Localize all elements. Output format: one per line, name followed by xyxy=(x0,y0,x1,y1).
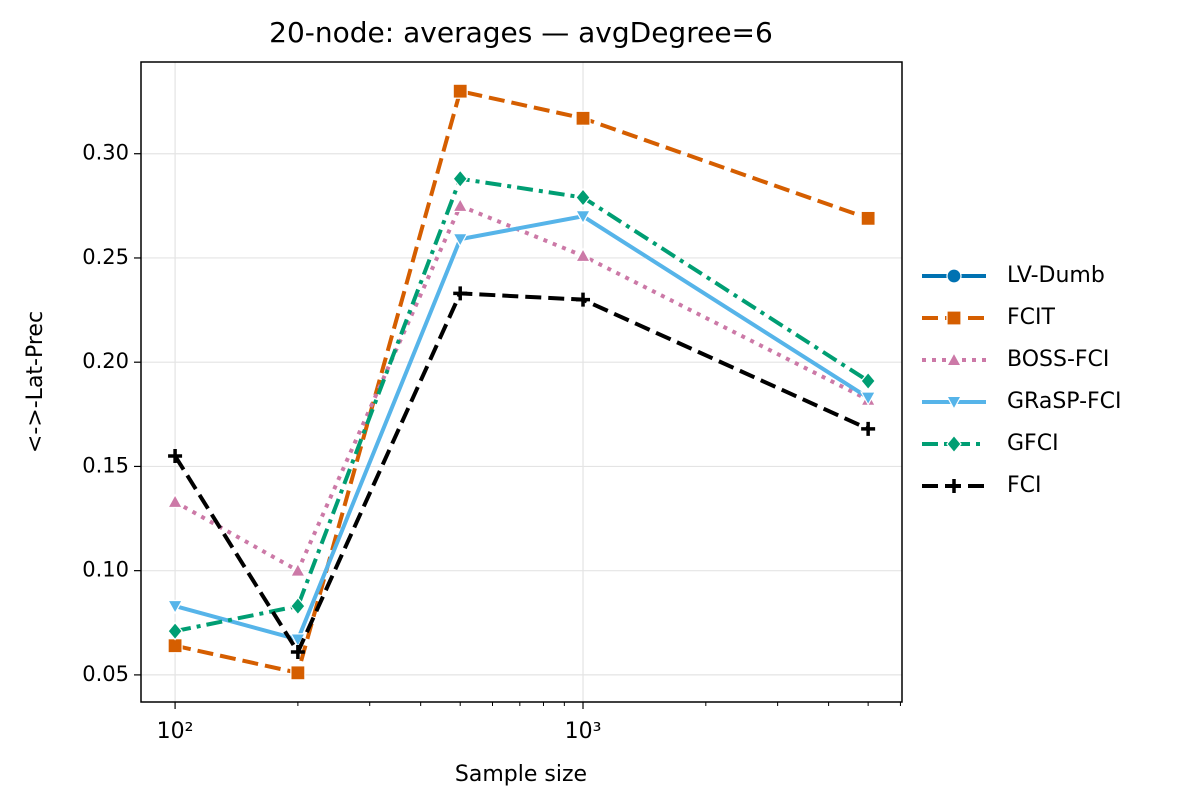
line xyxy=(173,291,869,657)
legend-item: FCIT xyxy=(922,305,1056,330)
marker xyxy=(167,599,184,615)
marker xyxy=(574,247,592,263)
marker xyxy=(452,83,468,99)
marker xyxy=(452,169,468,189)
legend-label: FCIT xyxy=(1007,305,1056,330)
legend-item: GRaSP-FCI xyxy=(922,389,1122,414)
chart-title: 20-node: averages — avgDegree=6 xyxy=(269,16,773,49)
series xyxy=(167,197,877,577)
marker xyxy=(860,210,876,226)
marker xyxy=(946,434,962,454)
marker xyxy=(574,210,592,225)
x-axis-label: Sample size xyxy=(455,762,587,787)
line xyxy=(174,214,870,642)
marker xyxy=(452,197,469,213)
legend-label: FCI xyxy=(1007,473,1042,498)
legend-label: BOSS-FCI xyxy=(1007,347,1109,372)
y-tick-label: 0.15 xyxy=(82,453,129,477)
marker xyxy=(290,644,305,659)
series xyxy=(168,286,876,659)
line xyxy=(174,203,870,574)
legend-label: LV-Dumb xyxy=(1007,263,1105,288)
marker xyxy=(289,562,306,577)
marker xyxy=(860,391,877,406)
y-tick-label: 0.20 xyxy=(82,349,129,373)
line xyxy=(174,176,870,634)
marker xyxy=(167,493,184,509)
legend-item: BOSS-FCI xyxy=(922,347,1109,372)
marker xyxy=(946,268,962,284)
marker xyxy=(860,371,876,391)
marker xyxy=(861,421,876,436)
y-tick-label: 0.10 xyxy=(82,558,129,582)
y-tick-label: 0.25 xyxy=(82,245,129,269)
legend-label: GFCI xyxy=(1007,431,1059,456)
series xyxy=(167,83,876,681)
legend-item: FCI xyxy=(922,473,1042,498)
legend-item: LV-Dumb xyxy=(922,263,1105,288)
marker xyxy=(945,395,963,411)
marker xyxy=(575,110,591,126)
marker xyxy=(947,479,961,493)
marker xyxy=(167,638,183,654)
y-tick-label: 0.05 xyxy=(82,662,129,686)
y-axis-label: <->-Lat-Prec xyxy=(23,311,48,453)
series xyxy=(167,169,876,641)
x-tick-label: 10³ xyxy=(565,719,602,744)
plot-frame xyxy=(140,61,903,703)
marker xyxy=(290,596,306,616)
line xyxy=(174,88,869,676)
marker xyxy=(452,232,469,248)
legend-label: GRaSP-FCI xyxy=(1007,389,1122,414)
series xyxy=(167,210,877,648)
marker xyxy=(945,351,963,367)
x-tick-label: 10² xyxy=(157,719,194,744)
marker xyxy=(290,665,306,681)
marker xyxy=(168,449,183,464)
marker xyxy=(575,188,591,207)
marker xyxy=(946,310,962,326)
marker xyxy=(167,621,183,641)
y-tick-label: 0.30 xyxy=(82,141,129,165)
marker xyxy=(576,292,591,307)
legend-item: GFCI xyxy=(922,431,1059,456)
marker xyxy=(453,286,468,301)
